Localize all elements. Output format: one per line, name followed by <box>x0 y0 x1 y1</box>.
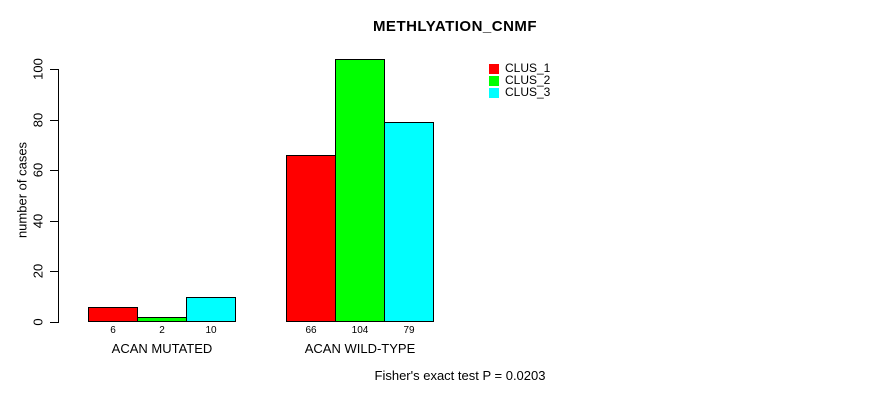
y-axis-line <box>58 69 59 323</box>
bar-value-label: 10 <box>205 325 217 336</box>
bar-clus_2-group2 <box>335 59 385 322</box>
legend-item: CLUS_2 <box>489 73 551 87</box>
y-axis-tick <box>50 170 58 172</box>
bar-value-label: 66 <box>305 325 317 336</box>
y-axis-tick <box>50 271 58 273</box>
legend-item: CLUS_3 <box>489 85 551 99</box>
bar-value-label: 104 <box>351 325 369 336</box>
y-axis-tick-label: 40 <box>30 213 46 229</box>
y-axis-tick-label: 100 <box>30 58 46 80</box>
legend-label: CLUS_3 <box>505 85 551 99</box>
legend-label: CLUS_2 <box>505 73 551 87</box>
y-axis-tick <box>50 322 58 323</box>
bar-clus_1-group2 <box>286 155 336 322</box>
bar-value-label: 6 <box>110 325 116 336</box>
legend-item: CLUS_1 <box>489 61 551 75</box>
category-label: ACAN MUTATED <box>111 341 213 356</box>
bar-clus_3-group1 <box>186 297 236 322</box>
bar-clus_2-group1 <box>137 317 187 322</box>
annotation-text: Fisher's exact test P = 0.0203 <box>374 368 546 383</box>
y-axis-title: number of cases <box>14 141 30 239</box>
category-label: ACAN WILD-TYPE <box>304 341 416 356</box>
bar-value-label: 2 <box>159 325 165 336</box>
bar-clus_3-group2 <box>384 122 434 322</box>
legend-label: CLUS_1 <box>505 61 551 75</box>
y-axis-tick-label: 20 <box>30 264 46 279</box>
y-axis-tick <box>50 69 58 70</box>
legend-swatch-clus_1 <box>489 63 499 74</box>
chart-title: METHLYATION_CNMF <box>372 18 538 35</box>
y-axis-tick <box>50 119 58 121</box>
bar-clus_1-group1 <box>88 307 138 322</box>
y-axis-tick-label: 80 <box>30 112 46 127</box>
y-axis-tick-label: 60 <box>30 162 46 178</box>
y-axis-tick-label: 0 <box>30 318 46 326</box>
legend-swatch-clus_3 <box>489 87 499 98</box>
y-axis-tick <box>50 220 58 222</box>
legend-swatch-clus_2 <box>489 75 499 86</box>
bar-value-label: 79 <box>403 325 415 336</box>
legend: CLUS_1 CLUS_2 CLUS_3 <box>489 61 551 99</box>
